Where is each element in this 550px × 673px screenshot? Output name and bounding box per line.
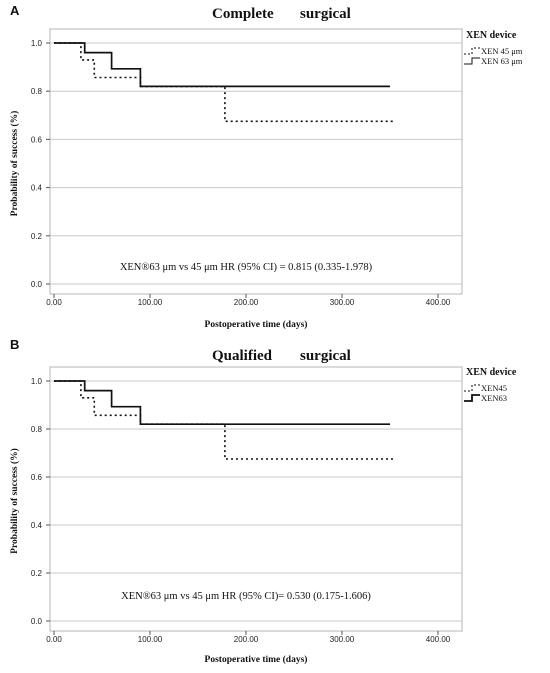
hazard-ratio-annotation: XEN®63 μm vs 45 μm HR (95% CI) = 0.815 (… bbox=[120, 262, 373, 273]
legend-entry-label: XEN 63 μm bbox=[481, 56, 523, 66]
survival-curve-xen45 bbox=[54, 380, 395, 460]
y-tick-label: 0.0 bbox=[31, 280, 43, 289]
legend-swatch bbox=[464, 394, 480, 402]
hazard-ratio-annotation: XEN®63 μm vs 45 μm HR (95% CI)= 0.530 (0… bbox=[121, 591, 371, 602]
y-tick-label: 0.0 bbox=[31, 617, 43, 626]
survival-curve-xen63 bbox=[54, 42, 390, 88]
x-tick-label: 200.00 bbox=[234, 635, 259, 644]
chart-title-left: Qualified bbox=[212, 348, 273, 364]
y-tick-label: 0.6 bbox=[31, 473, 43, 482]
y-tick-label: 0.8 bbox=[31, 425, 43, 434]
legend-title: XEN device bbox=[466, 367, 517, 378]
y-tick-label: 0.4 bbox=[31, 184, 43, 193]
y-tick-label: 0.2 bbox=[31, 232, 43, 241]
chart-panel-a: A Complete surgical 0.0 0.2 0.4 0.6 0.8 1.0 0.00 1… bbox=[9, 3, 523, 330]
y-tick-label: 0.6 bbox=[31, 135, 43, 144]
x-tick-label: 200.00 bbox=[234, 298, 259, 307]
y-tick-label: 0.2 bbox=[31, 569, 43, 578]
y-axis-label: Probability of success (%) bbox=[9, 111, 20, 217]
legend-swatch bbox=[464, 47, 480, 55]
chart-title-right: surgical bbox=[300, 6, 351, 22]
x-tick-label: 0.00 bbox=[46, 298, 62, 307]
chart-title-right: surgical bbox=[300, 348, 351, 364]
legend-entry-label: XEN 45 μm bbox=[481, 46, 523, 56]
x-axis-label: Postoperative time (days) bbox=[205, 319, 308, 330]
x-tick-label: 100.00 bbox=[138, 635, 163, 644]
legend-entry-label: XEN63 bbox=[481, 393, 507, 403]
chart-panel-b: B Qualified surgical 0.0 0.2 0.4 0.6 0.8 1.0 0.00… bbox=[9, 337, 517, 665]
y-tick-label: 0.4 bbox=[31, 521, 43, 530]
y-tick-label: 0.8 bbox=[31, 87, 43, 96]
x-tick-label: 400.00 bbox=[426, 635, 451, 644]
x-tick-label: 0.00 bbox=[46, 635, 62, 644]
panel-label: A bbox=[10, 3, 20, 18]
survival-curve-xen45 bbox=[54, 42, 395, 123]
y-tick-label: 1.0 bbox=[31, 39, 43, 48]
x-tick-label: 300.00 bbox=[330, 298, 355, 307]
legend-swatch bbox=[464, 57, 480, 65]
plot-area-frame bbox=[49, 28, 463, 295]
x-tick-label: 400.00 bbox=[426, 298, 451, 307]
y-axis-label: Probability of success (%) bbox=[9, 448, 20, 554]
x-axis-label: Postoperative time (days) bbox=[205, 654, 308, 665]
x-tick-label: 100.00 bbox=[138, 298, 163, 307]
legend-title: XEN device bbox=[466, 30, 517, 41]
legend-entry-label: XEN45 bbox=[481, 383, 507, 393]
y-tick-label: 1.0 bbox=[31, 377, 43, 386]
plot-area-frame bbox=[49, 366, 463, 632]
x-tick-label: 300.00 bbox=[330, 635, 355, 644]
survival-curve-xen63 bbox=[54, 380, 390, 426]
legend-swatch bbox=[464, 384, 480, 392]
panel-label: B bbox=[10, 337, 19, 352]
chart-title-left: Complete bbox=[212, 6, 274, 22]
